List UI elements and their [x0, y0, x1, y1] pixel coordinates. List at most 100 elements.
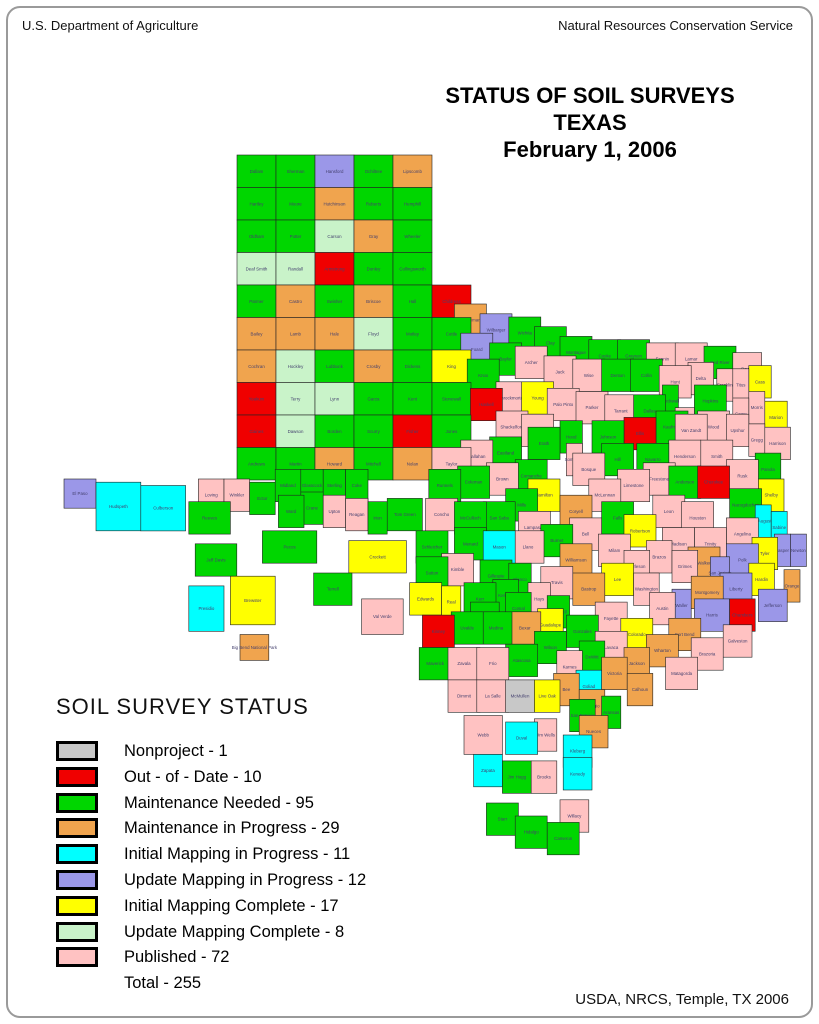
county-label: Wilson: [544, 645, 558, 650]
legend-item-label: Update Mapping in Progress - 12: [124, 870, 367, 889]
county-kent: [392, 382, 433, 416]
county-label: Wood: [708, 425, 720, 430]
map-title: STATUS OF SOIL SURVEYS TEXAS February 1,…: [370, 82, 810, 163]
county-label: Burnet: [550, 538, 564, 543]
county-label: Duval: [516, 736, 527, 741]
county-label: Titus: [736, 383, 746, 388]
county-label: Parker: [586, 405, 599, 410]
county-label: Williamson: [565, 558, 587, 563]
county-label: Blanco: [513, 577, 527, 582]
county-label: Carson: [327, 234, 342, 239]
county-label: Hutchinson: [324, 201, 347, 206]
county-label: Orange: [785, 583, 800, 588]
county-label: Bexar: [519, 626, 531, 631]
county-lipscomb: [392, 154, 433, 188]
county-label: Kenedy: [570, 771, 586, 776]
county-hansford: [314, 154, 355, 188]
county-label: Oldham: [249, 234, 265, 239]
county-val-verde: [361, 598, 404, 635]
county-label: Cottle: [446, 331, 458, 336]
legend-item-label: Maintenance Needed - 95: [124, 793, 314, 812]
county-mcmullen: [505, 679, 535, 713]
county-label: Tyler: [760, 551, 770, 556]
county-label: Jasper: [776, 548, 790, 553]
county-label: McLennan: [595, 493, 616, 498]
county-tom-green: [386, 498, 423, 532]
county-label: Edwards: [417, 596, 435, 601]
legend-item-label: Initial Mapping in Progress - 11: [124, 845, 351, 864]
county-gaines: [236, 414, 277, 448]
county-live-oak: [534, 679, 561, 713]
county-label: Hill: [615, 457, 621, 462]
county-label: Medina: [489, 626, 504, 631]
county-label: Kerr: [476, 596, 485, 601]
county-label: Haskell: [479, 402, 493, 407]
county-hall: [392, 284, 433, 318]
county-calhoun: [626, 673, 654, 707]
county-collingsworth: [392, 252, 433, 286]
county-label: Guadalupe: [540, 622, 562, 627]
county-label: Willacy: [567, 814, 582, 819]
county-label: Fort Bend: [675, 632, 695, 637]
county-victoria: [601, 656, 628, 690]
county-label: Brazoria: [699, 652, 716, 657]
county-label: Hidalgo: [524, 830, 539, 835]
county-label: Calhoun: [632, 687, 649, 692]
map-title-line2: TEXAS: [553, 110, 627, 135]
county-label: Crockett: [369, 554, 386, 559]
county-label: Robertson: [630, 528, 651, 533]
county-label: Lamar: [685, 357, 698, 362]
county-label: Gillespie: [488, 574, 505, 579]
county-label: Irion: [373, 515, 382, 520]
county-label: Dallas: [643, 409, 656, 414]
county-label: Polk: [738, 558, 747, 563]
county-label: Martin: [289, 461, 302, 466]
county-runnels: [428, 468, 462, 502]
county-crockett: [348, 540, 407, 574]
county-label: Potter: [290, 234, 302, 239]
county-label: Montgomery: [695, 590, 720, 595]
county-label: Hopkins: [702, 399, 719, 404]
county-label: McMullen: [511, 694, 530, 699]
county-orange: [783, 569, 801, 603]
county-moore: [275, 187, 316, 221]
county-label: Eastland: [497, 451, 515, 456]
county-label: Brooks: [537, 775, 551, 780]
county-label: Borden: [327, 429, 342, 434]
county-label: Limestone: [623, 483, 644, 488]
county-label: Ward: [286, 509, 297, 514]
county-bastrop: [572, 572, 606, 606]
county-label: Liberty: [729, 587, 743, 592]
county-label: Runnels: [437, 483, 454, 488]
county-label: Van Zandt: [681, 428, 702, 433]
county-label: Coke: [352, 483, 363, 488]
county-label: Mitchell: [366, 461, 381, 466]
county-label: Cherokee: [704, 480, 724, 485]
county-brewster: [230, 575, 276, 626]
county-label: Winkler: [229, 493, 244, 498]
county-label: Wise: [584, 373, 594, 378]
county-label: Real: [447, 600, 456, 605]
county-label: Zavala: [457, 661, 471, 666]
county-label: Upton: [329, 509, 341, 514]
county-label: Zapata: [481, 768, 495, 773]
county-hudspeth: [95, 481, 142, 532]
legend-item-label: Maintenance in Progress - 29: [124, 819, 340, 838]
county-swisher: [314, 284, 355, 318]
county-label: Red River: [710, 360, 730, 365]
county-dallam: [236, 154, 277, 188]
legend-swatch: [56, 818, 98, 839]
county-label: Kinney: [432, 629, 446, 634]
county-label: Donley: [367, 266, 381, 271]
county-label: Pecos: [283, 545, 296, 550]
county-label: Sherman: [287, 169, 305, 174]
county-label: Taylor: [446, 461, 458, 466]
county-label: Hall: [409, 299, 417, 304]
county-label: Val Verde: [373, 614, 392, 619]
county-label: Archer: [525, 360, 538, 365]
county-label: Tarrant: [614, 409, 628, 414]
county-label: Dallam: [250, 169, 264, 174]
county-label: Ochiltree: [365, 169, 383, 174]
county-mason: [482, 530, 516, 564]
county-label: Wheeler: [404, 234, 421, 239]
